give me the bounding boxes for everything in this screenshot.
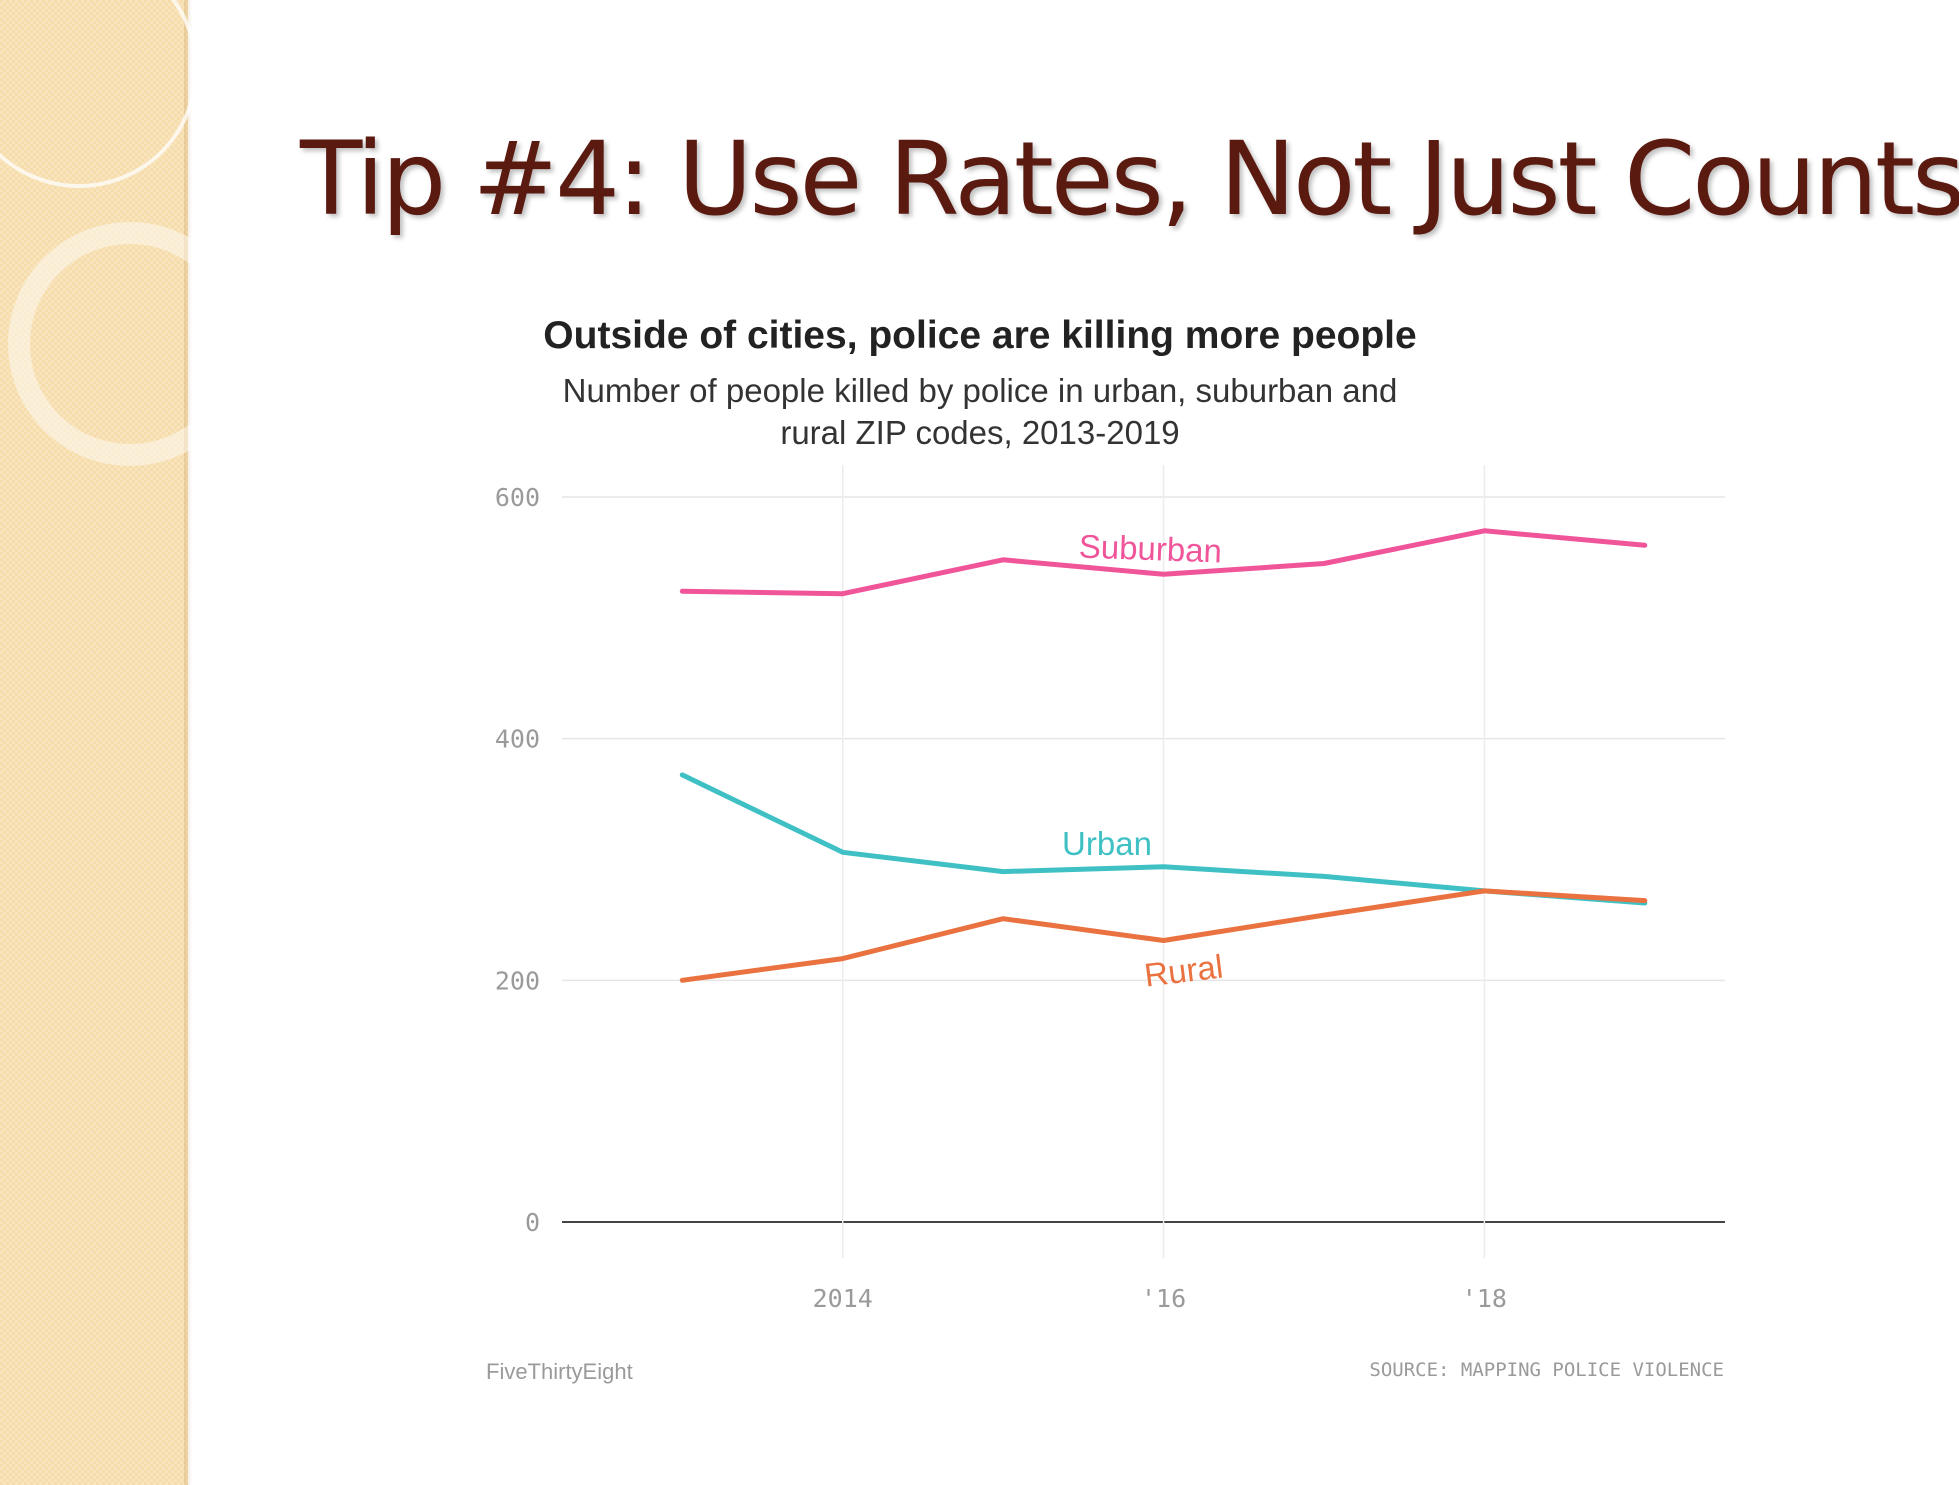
y-tick-label: 400 bbox=[495, 725, 540, 754]
chart-source: SOURCE: MAPPING POLICE VIOLENCE bbox=[1369, 1359, 1724, 1381]
x-tick-label: '18 bbox=[1462, 1284, 1507, 1313]
series-label-urban: Urban bbox=[1062, 825, 1152, 862]
x-tick-label: 2014 bbox=[813, 1284, 873, 1313]
series-label-rural: Rural bbox=[1142, 947, 1225, 993]
x-tick-label: '16 bbox=[1141, 1284, 1186, 1313]
series-label-suburban: Suburban bbox=[1078, 528, 1222, 570]
series-line-suburban bbox=[679, 528, 1648, 597]
series-line-rural bbox=[679, 888, 1648, 983]
chart-subtitle: Number of people killed by police in urb… bbox=[562, 372, 1398, 451]
y-tick-label: 0 bbox=[525, 1208, 540, 1237]
y-tick-label: 600 bbox=[495, 483, 540, 512]
side-panel-edge bbox=[184, 0, 192, 1485]
chart-title: Outside of cities, police are killing mo… bbox=[543, 314, 1417, 357]
slide-title: Tip #4: Use Rates, Not Just Counts bbox=[300, 120, 1959, 239]
y-tick-label: 200 bbox=[495, 966, 540, 995]
chart-credit: FiveThirtyEight bbox=[486, 1359, 633, 1384]
